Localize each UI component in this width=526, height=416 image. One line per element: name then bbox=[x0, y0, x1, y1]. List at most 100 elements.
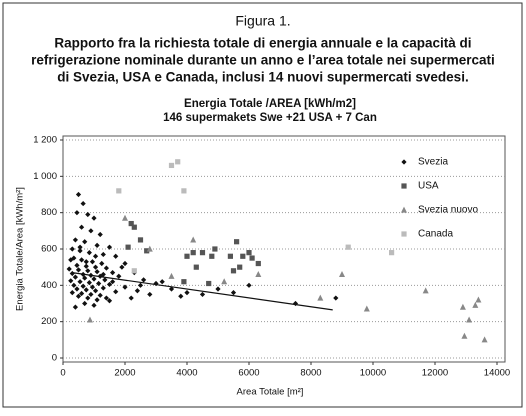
point bbox=[94, 297, 100, 303]
point bbox=[422, 287, 429, 294]
point bbox=[103, 295, 109, 301]
point bbox=[97, 231, 103, 238]
point bbox=[246, 282, 252, 288]
y-axis-label: Energia Totale/Area [kWh/m²] bbox=[15, 187, 26, 311]
caption-line: Rapporto fra la richiesta totale di ener… bbox=[54, 36, 471, 51]
point bbox=[68, 257, 74, 263]
point bbox=[206, 280, 212, 287]
point bbox=[89, 284, 96, 290]
legend-marker bbox=[401, 206, 407, 213]
point bbox=[234, 239, 240, 245]
point bbox=[75, 191, 82, 198]
point bbox=[363, 305, 370, 312]
point bbox=[102, 277, 108, 283]
point bbox=[461, 332, 468, 339]
point bbox=[190, 250, 196, 256]
point bbox=[190, 236, 197, 243]
point bbox=[475, 296, 482, 303]
x-tick-label: 14000 bbox=[484, 368, 510, 379]
figure-frame bbox=[2, 2, 523, 408]
point bbox=[100, 271, 106, 278]
point bbox=[72, 274, 78, 280]
trendline bbox=[72, 272, 333, 311]
point bbox=[83, 259, 89, 265]
point bbox=[240, 253, 246, 259]
x-tick-label: 12000 bbox=[422, 368, 448, 379]
point bbox=[94, 269, 100, 275]
point bbox=[184, 290, 190, 296]
point bbox=[69, 270, 75, 277]
point bbox=[110, 279, 116, 285]
y-tick-label: 600 bbox=[41, 244, 57, 255]
point bbox=[74, 286, 80, 292]
point bbox=[74, 210, 80, 216]
point bbox=[85, 268, 91, 274]
point bbox=[181, 188, 187, 194]
point bbox=[116, 273, 122, 279]
y-tick-label: 800 bbox=[41, 207, 57, 218]
point bbox=[178, 293, 184, 299]
x-axis-label: Area Totale [m²] bbox=[237, 387, 304, 398]
point bbox=[122, 214, 128, 221]
point bbox=[481, 336, 488, 343]
point bbox=[75, 293, 82, 299]
point bbox=[119, 264, 125, 270]
y-tick-label: 400 bbox=[41, 280, 57, 291]
point bbox=[92, 264, 99, 270]
point bbox=[86, 316, 93, 323]
point bbox=[317, 294, 324, 301]
point bbox=[215, 286, 221, 292]
point bbox=[221, 278, 228, 285]
point bbox=[75, 267, 82, 273]
x-tick-label: 10000 bbox=[360, 368, 386, 379]
point bbox=[255, 271, 262, 278]
point bbox=[333, 295, 339, 301]
x-tick-label: 2000 bbox=[114, 368, 135, 379]
point bbox=[72, 237, 78, 243]
legend-marker bbox=[401, 231, 407, 237]
point bbox=[83, 263, 89, 269]
chart-title: Energia Totale /AREA [kWh/m2] bbox=[184, 98, 356, 110]
point bbox=[339, 271, 345, 278]
legend-label: Svezia bbox=[418, 157, 448, 168]
point bbox=[71, 282, 77, 288]
point bbox=[77, 248, 83, 254]
point bbox=[69, 246, 75, 252]
point bbox=[83, 287, 89, 293]
y-tick-label: 1 000 bbox=[33, 171, 57, 182]
point bbox=[82, 239, 88, 245]
point bbox=[184, 253, 190, 259]
point bbox=[91, 276, 97, 282]
y-tick-label: 1 200 bbox=[33, 135, 57, 146]
point bbox=[69, 290, 75, 296]
point bbox=[168, 286, 175, 292]
point bbox=[199, 250, 206, 256]
point bbox=[199, 291, 206, 298]
point bbox=[74, 262, 80, 268]
caption-line: refrigerazione nominale durante un anno … bbox=[31, 53, 495, 68]
point bbox=[193, 264, 199, 270]
point bbox=[99, 260, 105, 267]
point bbox=[82, 300, 88, 307]
point bbox=[209, 253, 215, 259]
caption-line: di Svezia, USA e Canada, inclusi 14 nuov… bbox=[57, 70, 468, 85]
point bbox=[68, 278, 74, 284]
legend-label: USA bbox=[418, 181, 439, 192]
point bbox=[147, 291, 153, 298]
point bbox=[106, 281, 113, 288]
point bbox=[85, 295, 91, 301]
chart-subtitle: 146 supermakets Swe +21 USA + 7 Can bbox=[163, 112, 377, 124]
point bbox=[237, 264, 243, 270]
point bbox=[113, 289, 119, 295]
point bbox=[246, 250, 252, 256]
point bbox=[389, 250, 395, 256]
point bbox=[466, 316, 473, 323]
point bbox=[77, 244, 83, 250]
point bbox=[91, 302, 97, 308]
point bbox=[230, 268, 237, 274]
legend-label: Svezia nuovo bbox=[418, 205, 478, 216]
point bbox=[122, 260, 128, 267]
point bbox=[249, 255, 255, 261]
point bbox=[92, 253, 99, 259]
point bbox=[79, 290, 85, 297]
